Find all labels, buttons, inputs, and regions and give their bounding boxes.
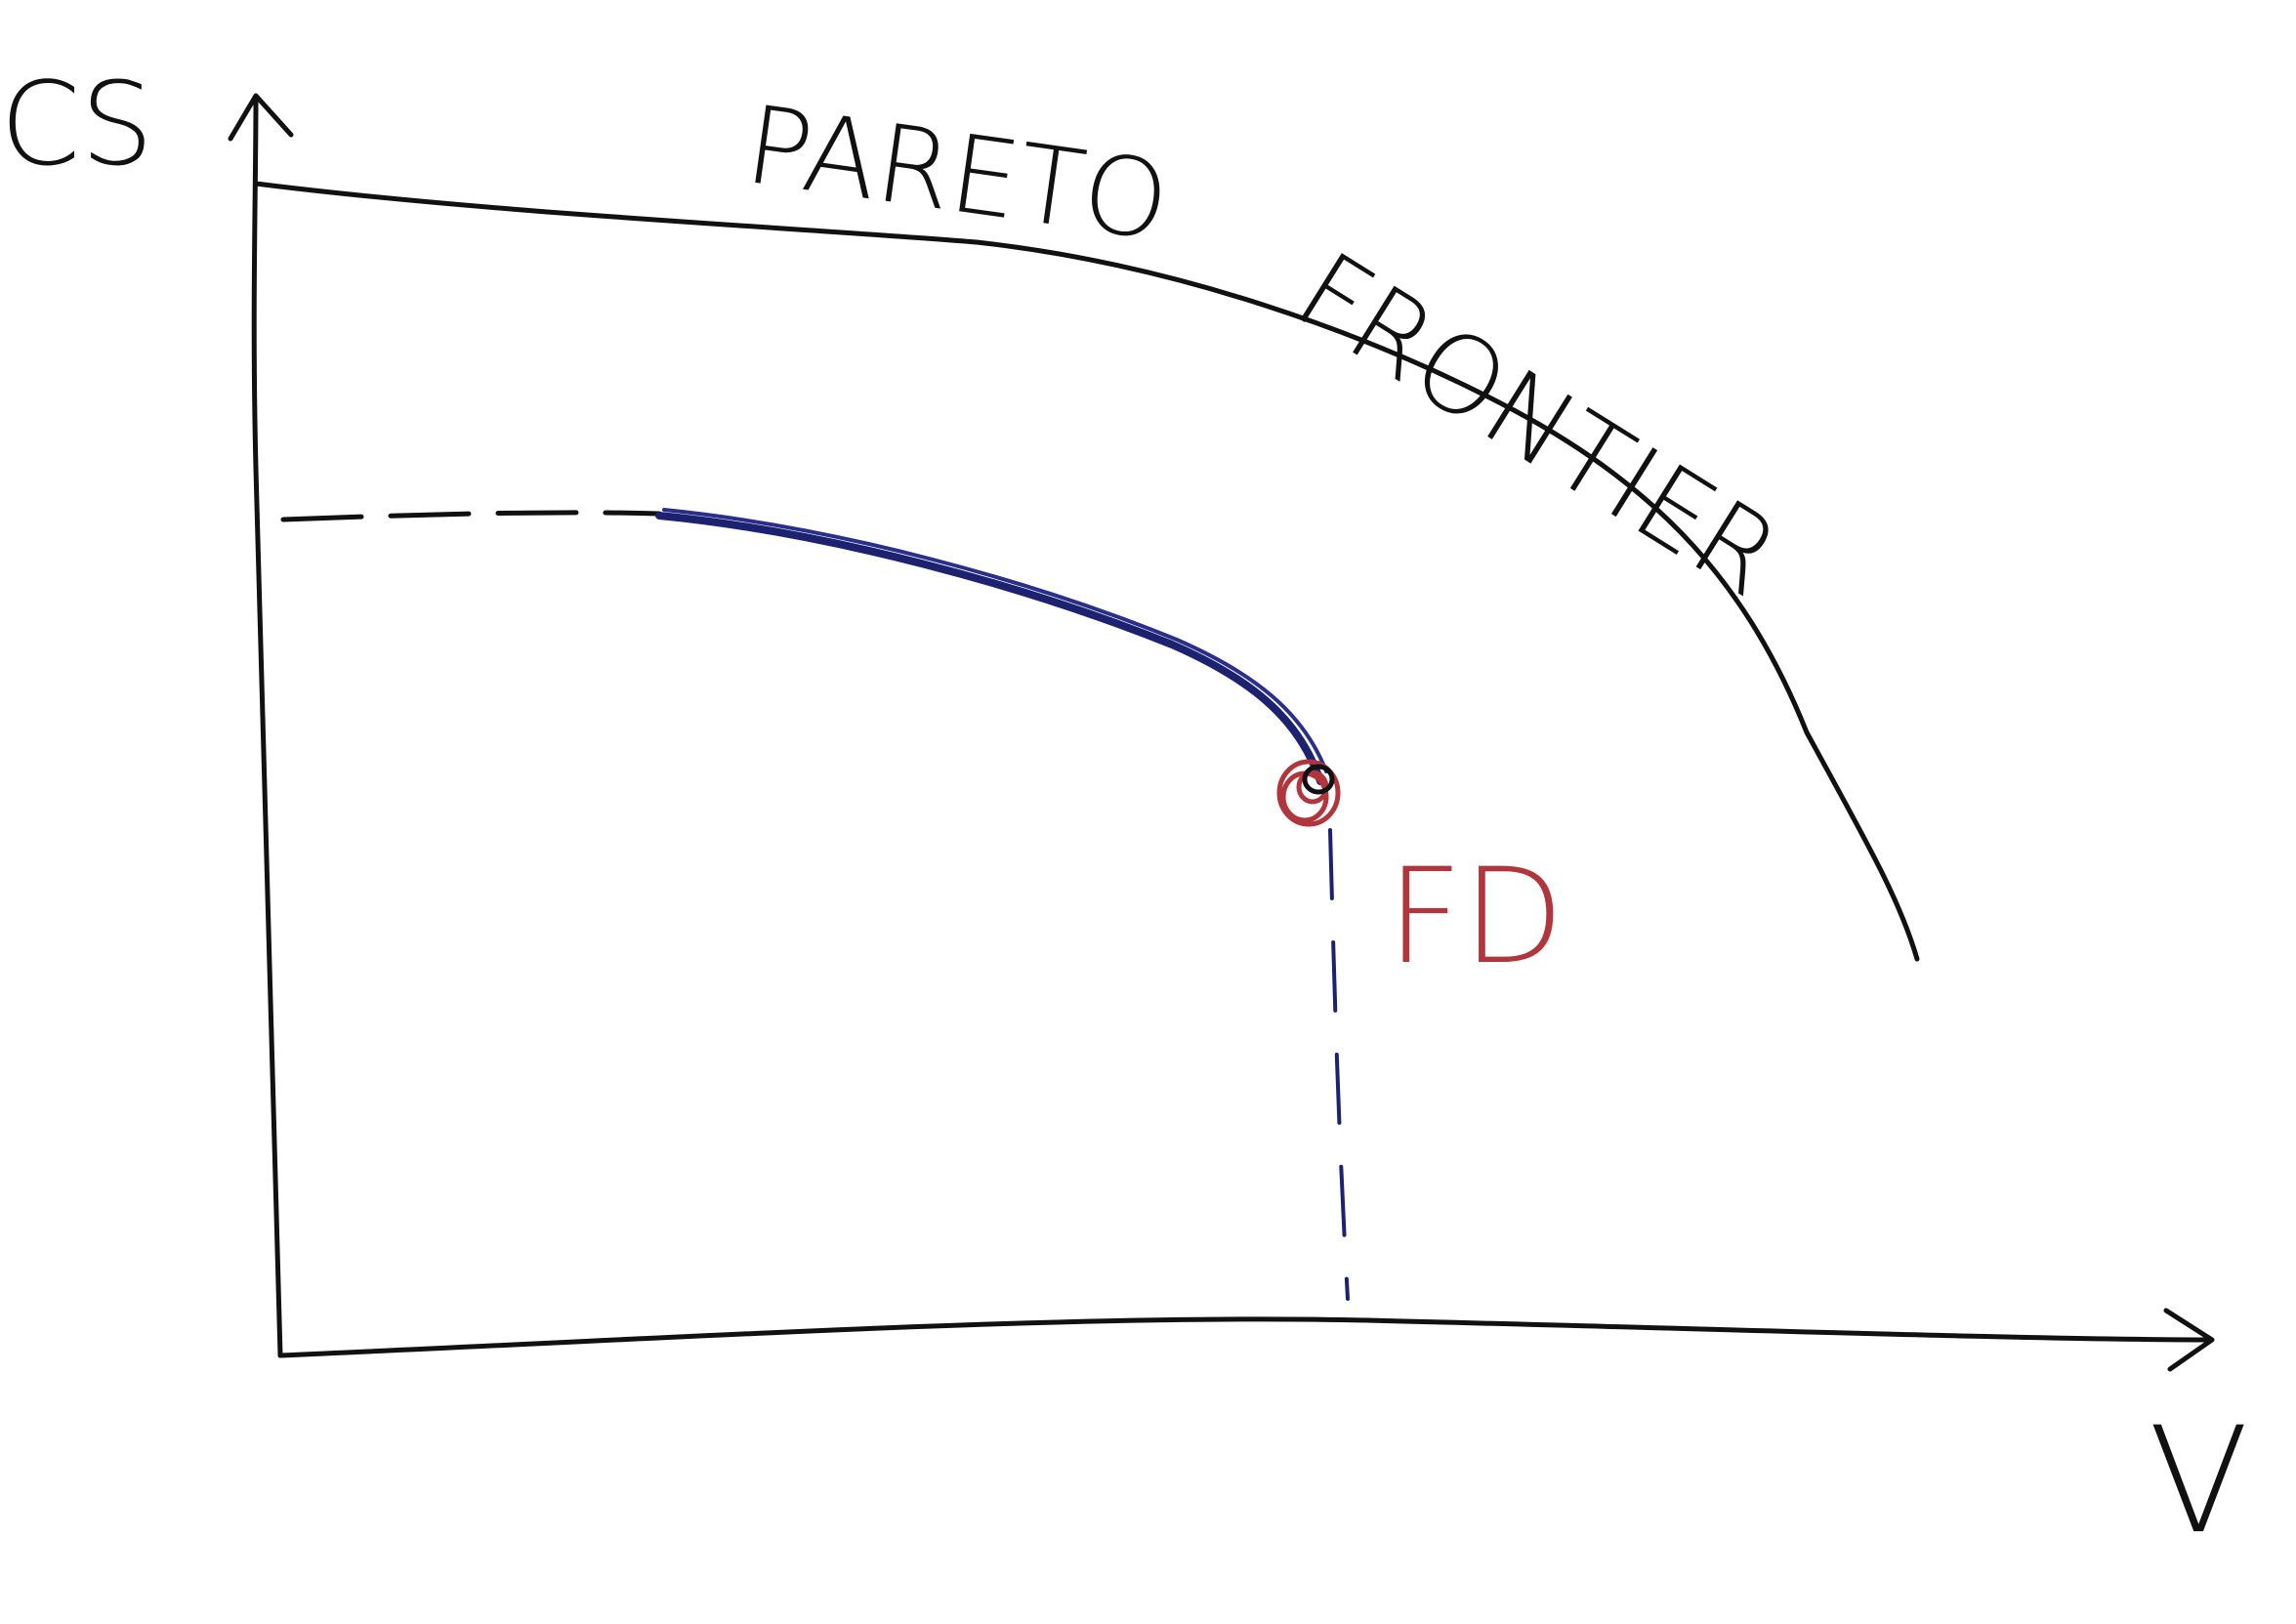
frontier-label-frontier: FRONTIER	[1275, 228, 1801, 620]
dashed-guide-horizontal	[280, 510, 662, 522]
x-axis	[277, 1316, 2212, 1358]
fd-point-marker	[1276, 759, 1341, 827]
pareto-frontier-curve	[253, 181, 1920, 962]
x-axis-label: V	[2149, 1396, 2249, 1566]
y-axis-label: CS	[0, 57, 153, 191]
frontier-label-pareto: PARETO	[738, 82, 1176, 265]
blue-trajectory-curve	[655, 512, 1324, 785]
y-axis-arrowhead	[228, 93, 294, 142]
blue-trajectory-curve-overstroke	[662, 508, 1328, 773]
dashed-guide-vertical	[1328, 828, 1350, 1301]
x-axis-arrowhead	[2163, 1308, 2215, 1372]
fd-point-label: FD	[1387, 840, 1565, 993]
y-axis	[251, 95, 283, 1358]
